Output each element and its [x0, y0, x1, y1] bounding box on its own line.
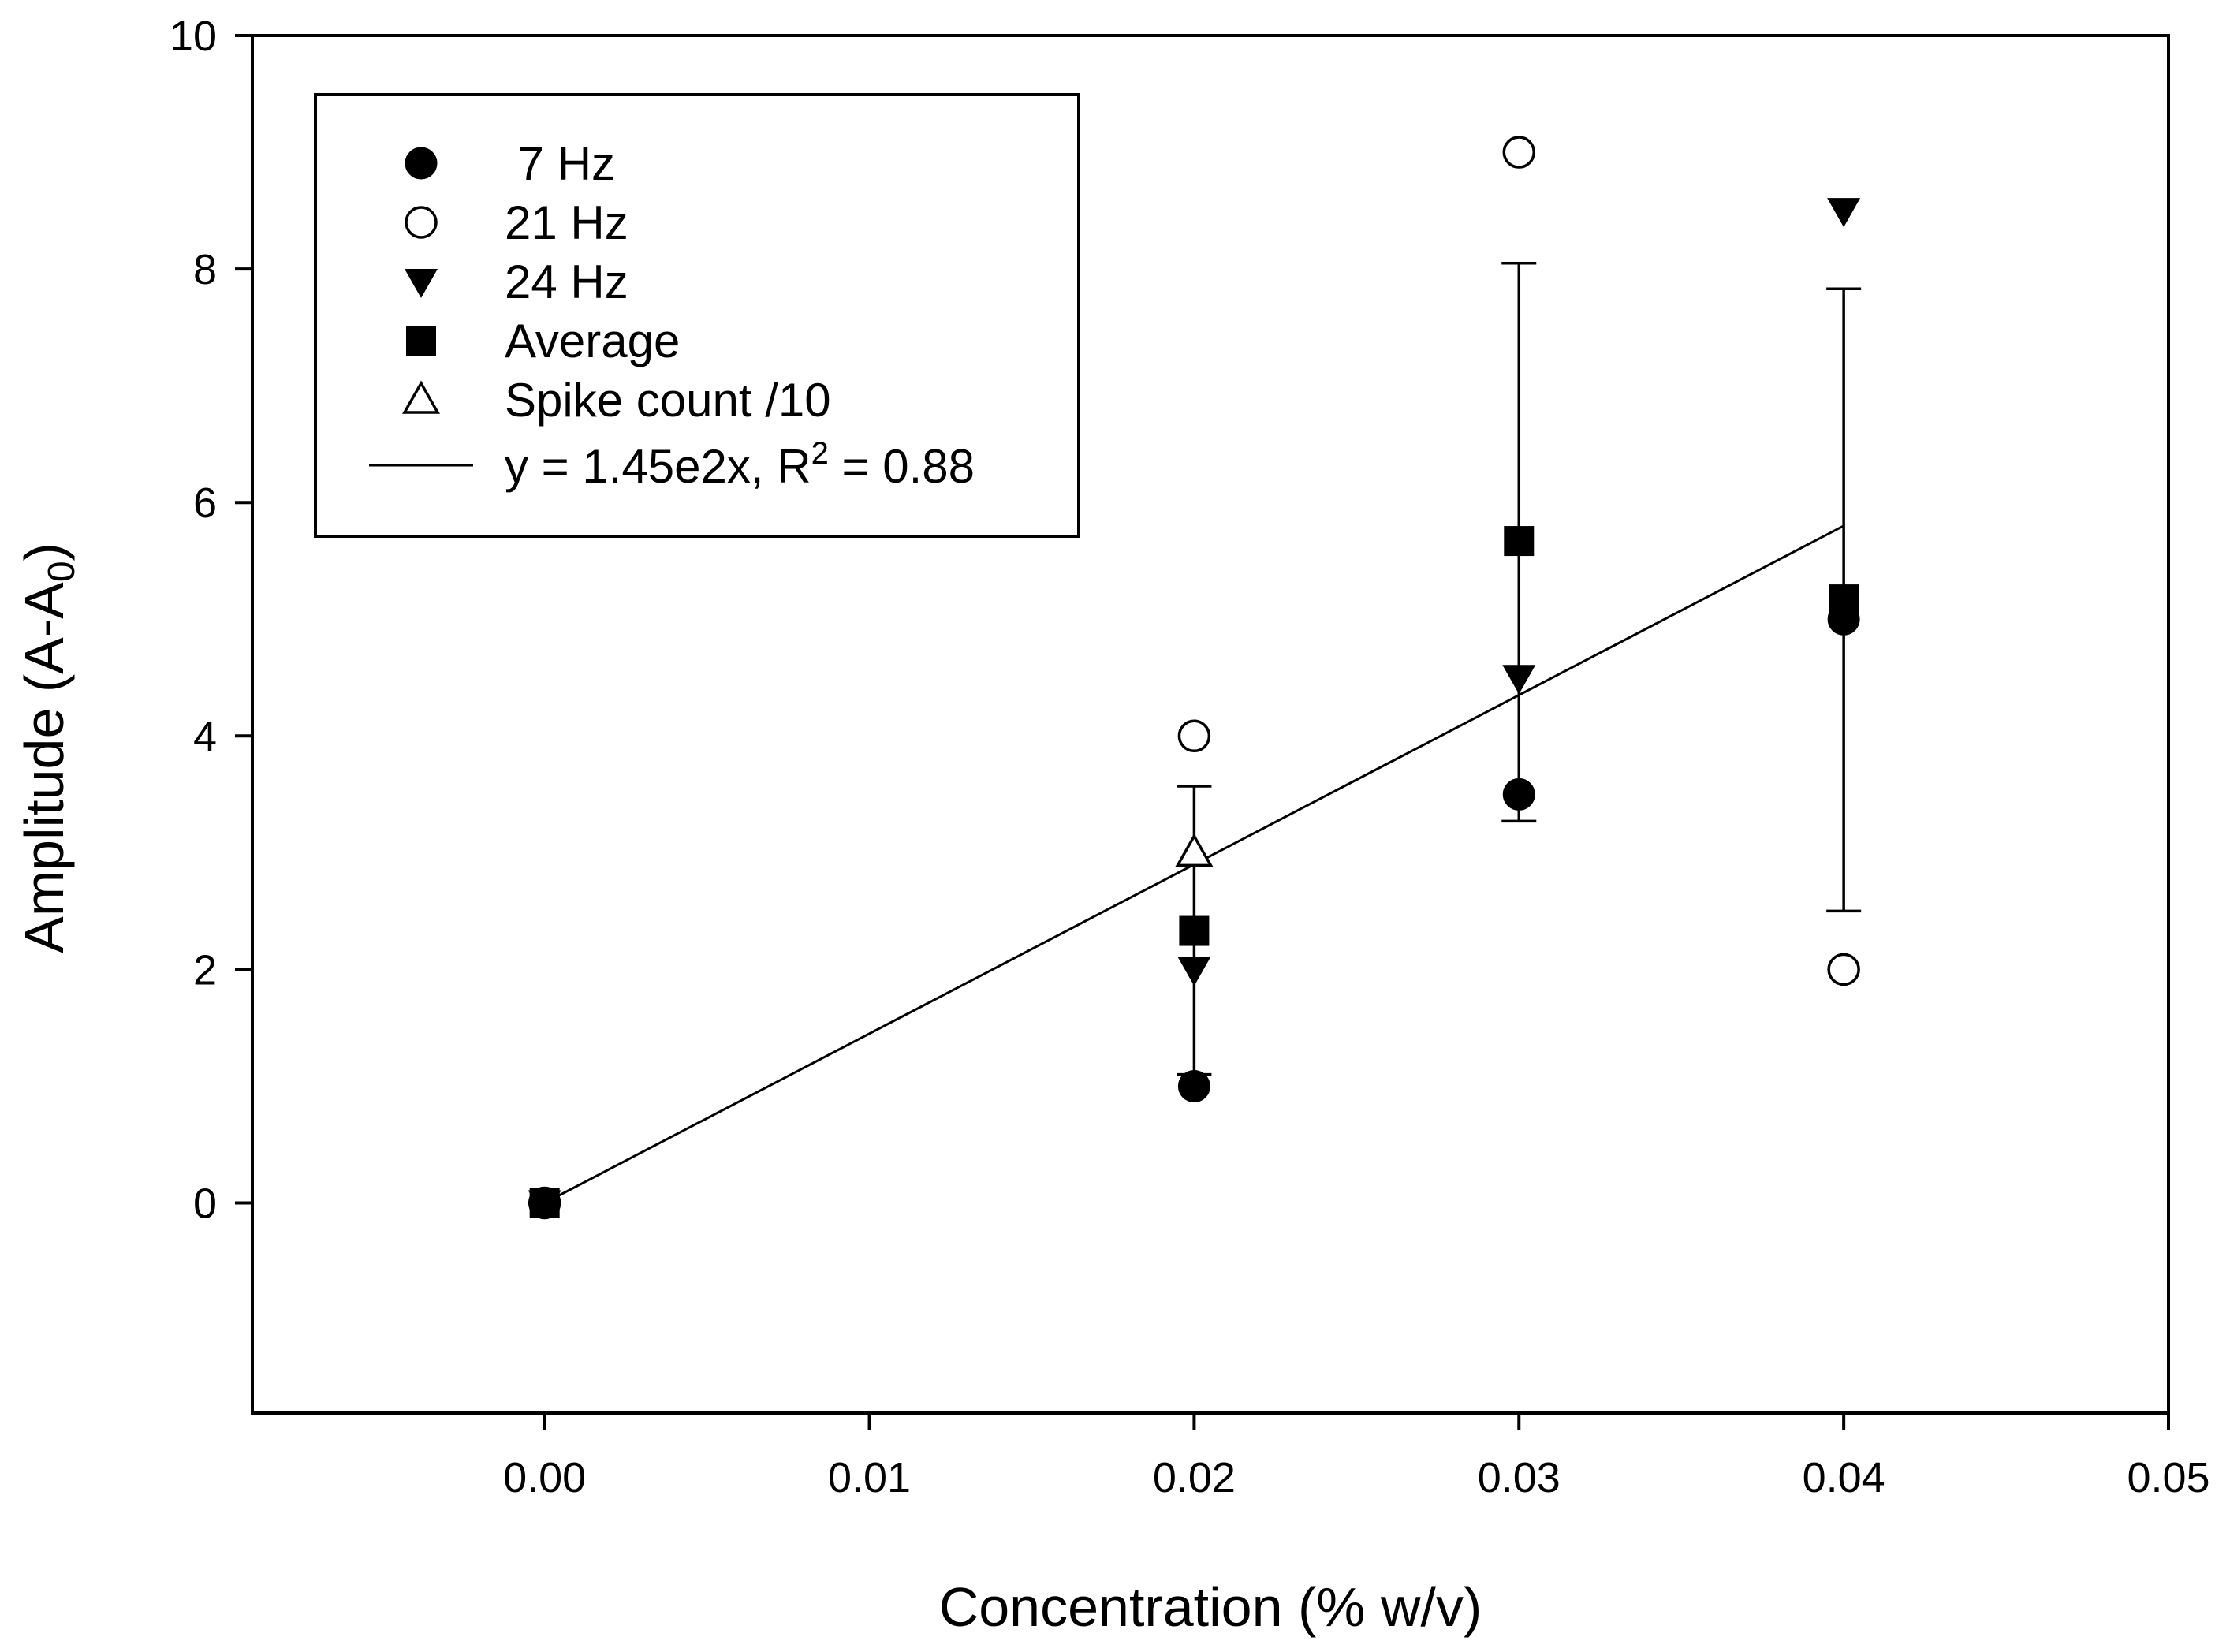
x-tick-label: 0.01 [828, 1454, 911, 1501]
x-axis-title: Concentration (% w/v) [939, 1576, 1482, 1638]
legend-fit-label-superscript: 2 [811, 436, 829, 471]
plot-area-frame [251, 34, 2170, 1415]
y-tick-label: 4 [193, 713, 217, 760]
x-tick-label: 0.04 [1803, 1454, 1885, 1501]
y-tick-label: 8 [193, 246, 217, 293]
y-axis-title: Amplitude (A-A0) [13, 543, 83, 953]
legend-label: Average [505, 315, 680, 367]
legend-box [314, 93, 1080, 538]
legend-items: 7 Hz 21 Hz 24 Hz Average Spike count /10 [401, 137, 831, 427]
y-tick-label: 6 [193, 479, 217, 527]
legend-fit-label-main: y = 1.45e2x, R [505, 440, 811, 493]
data-point-circle-open [1177, 719, 1211, 753]
y-tick-label: 10 [170, 13, 217, 60]
legend-marker-circle-open [405, 206, 438, 239]
x-tick-label: 0.03 [1478, 1454, 1561, 1501]
data-point-circle-filled [1177, 1069, 1210, 1102]
legend: 7 Hz 21 Hz 24 Hz Average Spike count /10 y =… [314, 93, 1080, 538]
data-point-circle-filled [1502, 778, 1535, 811]
x-tick-label: 0.00 [503, 1454, 586, 1501]
y-axis-title-subscript: 0 [41, 561, 83, 582]
y-axis-title-main: Amplitude (A-A [13, 582, 75, 953]
y-tick-label: 2 [193, 946, 217, 994]
data-point-triangle-down-filled [1502, 665, 1536, 695]
data-point-square-filled [1504, 526, 1535, 557]
data-point-circle-filled [528, 1187, 561, 1220]
data-point-circle-open [1827, 953, 1860, 986]
legend-marker-square-filled [406, 326, 436, 356]
legend-marker-circle-filled [405, 147, 438, 180]
legend-fit-label-suffix: = 0.88 [829, 440, 975, 493]
legend-marker-triangle-up-open [401, 380, 441, 414]
x-tick-label: 0.05 [2127, 1454, 2209, 1501]
x-axis-ticks: 0.00 0.01 0.02 0.03 0.04 0.05 [503, 1413, 2210, 1501]
legend-marker-triangle-down-filled [405, 269, 438, 298]
legend-label: 24 Hz [505, 255, 628, 308]
data-markers-layer [528, 136, 1861, 1220]
legend-label: Spike count /10 [505, 374, 831, 427]
data-point-triangle-up-open [1175, 833, 1214, 867]
x-tick-label: 0.02 [1153, 1454, 1236, 1501]
data-point-square-filled [1179, 915, 1210, 946]
legend-label: 21 Hz [505, 196, 628, 249]
data-point-triangle-down-filled [1177, 957, 1211, 986]
data-point-triangle-down-filled [1827, 198, 1861, 228]
legend-fit-label: y = 1.45e2x, R2 = 0.88 [505, 436, 975, 493]
legend-label: 7 Hz [505, 137, 615, 190]
y-axis-title-suffix: ) [13, 543, 75, 561]
y-axis-ticks: 0 2 4 6 8 10 [170, 13, 252, 1228]
data-point-circle-filled [1827, 602, 1860, 636]
y-tick-label: 0 [193, 1180, 217, 1228]
data-point-circle-open [1502, 136, 1536, 169]
